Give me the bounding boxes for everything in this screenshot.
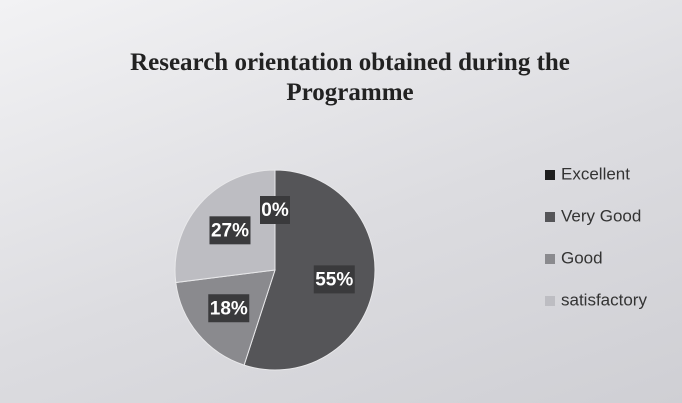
value-label-box <box>209 216 251 245</box>
legend-label: Good <box>561 248 603 267</box>
value-label-box <box>208 294 250 323</box>
legend-swatch <box>545 296 555 306</box>
value-label-box <box>313 265 355 294</box>
value-label: 55% <box>315 269 353 290</box>
legend-swatch <box>545 170 555 180</box>
value-label-box <box>260 196 290 224</box>
legend-swatch <box>545 254 555 264</box>
value-label: 18% <box>210 298 248 319</box>
chart-title: Research orientation obtained during the… <box>130 49 570 106</box>
legend-label: Very Good <box>561 206 641 225</box>
value-label: 27% <box>211 220 249 241</box>
value-label: 0% <box>261 200 289 221</box>
legend-label: Excellent <box>561 164 630 183</box>
legend-swatch <box>545 212 555 222</box>
legend-label: satisfactory <box>561 290 647 309</box>
